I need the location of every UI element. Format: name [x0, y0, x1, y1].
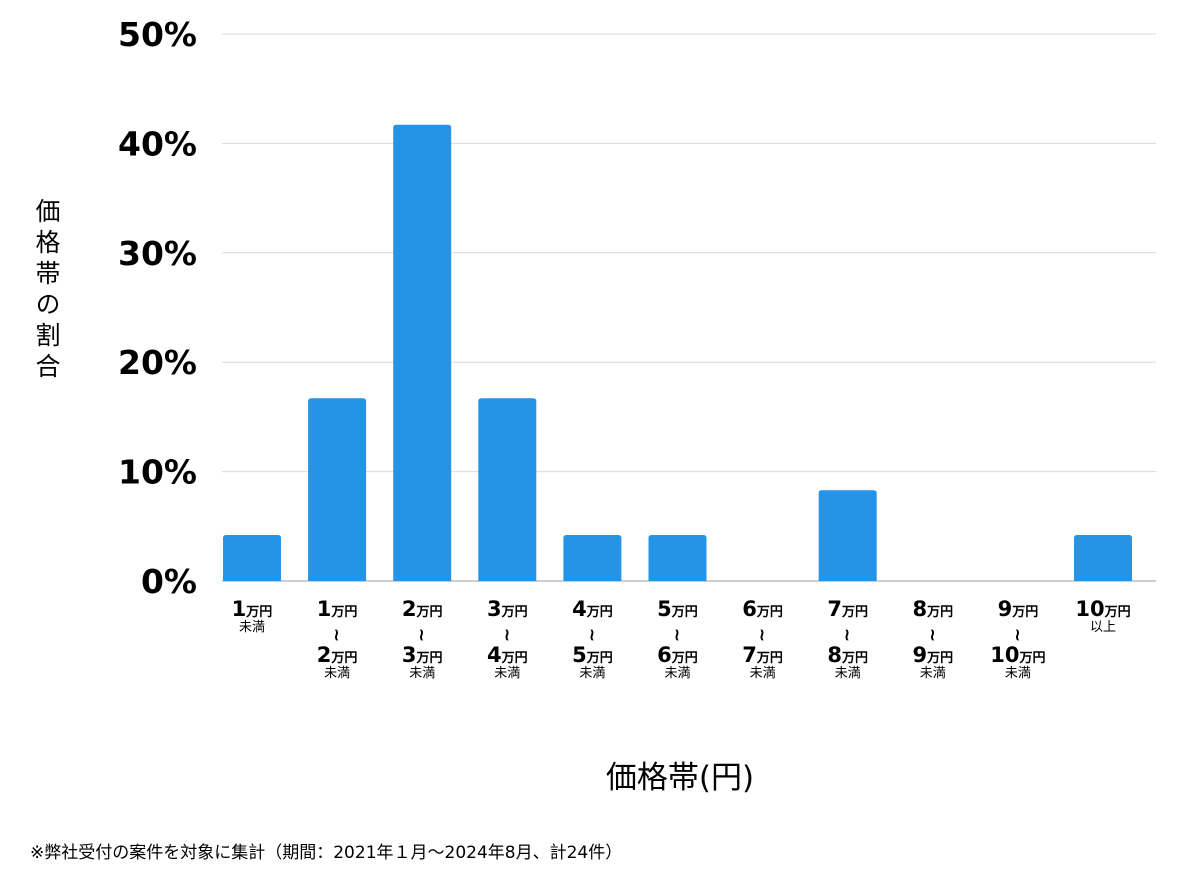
x-category-label: 7万円: [827, 597, 868, 621]
y-axis-label: 価格帯の割合: [32, 198, 61, 384]
y-tick-label: 20%: [118, 343, 197, 382]
bar: [563, 535, 622, 581]
x-category-label: 3万円: [487, 597, 528, 621]
y-tick-label: 10%: [118, 453, 197, 492]
x-category-label: 9万円: [998, 597, 1039, 621]
x-axis-label: 価格帯(円): [605, 760, 755, 796]
y-tick-label: 0%: [141, 562, 197, 601]
bars: [223, 124, 1132, 581]
x-category-label: 4万円: [487, 643, 528, 667]
gridlines: [222, 33, 1156, 582]
x-category-label: 未満: [324, 666, 350, 681]
bar: [818, 490, 877, 581]
x-category-label: ~: [411, 628, 431, 642]
x-category-label: 以上: [1090, 620, 1116, 635]
y-axis-ticks: 0% 10% 20% 30% 40% 50%: [118, 15, 197, 601]
x-category-label: ~: [326, 628, 346, 642]
bar: [308, 398, 367, 581]
x-category-label: 9万円: [912, 643, 953, 667]
x-category-label: 未満: [239, 620, 265, 635]
x-category-label: 未満: [664, 666, 690, 681]
x-category-label: 3万円: [402, 643, 443, 667]
x-category-label: ~: [837, 628, 857, 642]
x-category-label: 8万円: [827, 643, 868, 667]
x-category-label: 2万円: [402, 597, 443, 621]
x-category-label: 6万円: [742, 597, 783, 621]
x-category-label: 4万円: [572, 597, 613, 621]
x-category-label: 6万円: [657, 643, 698, 667]
x-category-label: ~: [1007, 628, 1027, 642]
x-category-label: 未満: [579, 666, 605, 681]
x-category-label: 7万円: [742, 643, 783, 667]
bar: [223, 535, 281, 581]
x-category-label: ~: [581, 628, 601, 642]
bar: [393, 124, 452, 581]
x-category-label: 未満: [1005, 666, 1031, 681]
footnote: ※弊社受付の案件を対象に集計（期間：2021年１月～2024年8月、計24件）: [30, 843, 623, 863]
x-category-label: 1万円: [317, 597, 358, 621]
x-category-label: 未満: [920, 666, 946, 681]
x-category-label: 5万円: [657, 597, 698, 621]
x-category-label: 未満: [835, 666, 861, 681]
x-axis-categories: 1万円未満1万円~2万円未満2万円~3万円未満3万円~4万円未満4万円~5万円未…: [232, 597, 1131, 681]
x-category-label: ~: [496, 628, 516, 642]
x-category-label: 未満: [750, 666, 776, 681]
y-tick-label: 30%: [118, 234, 197, 273]
x-category-label: 10万円: [990, 643, 1045, 667]
y-tick-label: 50%: [118, 15, 197, 54]
x-category-label: 未満: [409, 666, 435, 681]
x-category-label: 10万円: [1075, 597, 1130, 621]
x-category-label: 未満: [494, 666, 520, 681]
bar: [648, 535, 707, 581]
x-category-label: 8万円: [912, 597, 953, 621]
x-category-label: ~: [922, 628, 942, 642]
bar: [478, 398, 537, 581]
bar: [1074, 535, 1132, 581]
x-category-label: ~: [667, 628, 687, 642]
x-category-label: ~: [752, 628, 772, 642]
y-tick-label: 40%: [118, 124, 197, 163]
x-category-label: 1万円: [232, 597, 273, 621]
x-category-label: 2万円: [317, 643, 358, 667]
x-category-label: 5万円: [572, 643, 613, 667]
